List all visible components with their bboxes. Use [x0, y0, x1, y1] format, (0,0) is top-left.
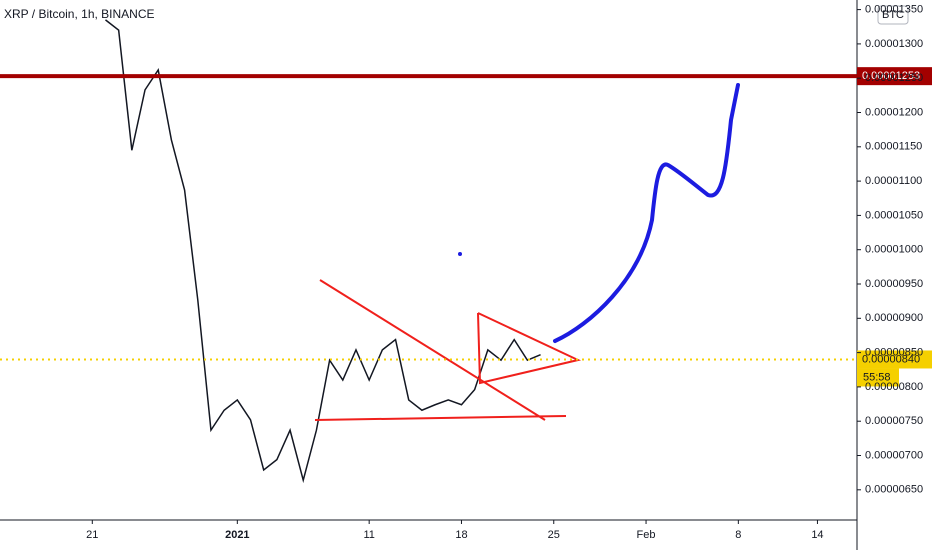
y-tick-label: 0.00001150 — [865, 141, 922, 153]
chart-title: XRP / Bitcoin, 1h, BINANCE — [4, 7, 155, 21]
trend-line — [314, 415, 567, 421]
projection-curve — [553, 83, 740, 343]
resistance-label: 0.00001253 — [862, 70, 920, 82]
x-tick-label: 8 — [735, 529, 741, 541]
y-tick-label: 0.00000700 — [865, 449, 923, 461]
y-tick-label: 0.00001050 — [865, 209, 923, 221]
x-tick-label: Feb — [637, 529, 656, 541]
resistance-label-bg — [857, 67, 932, 86]
x-tick-label: 2021 — [225, 529, 249, 541]
countdown-bg — [857, 368, 899, 387]
plot-area — [105, 19, 541, 484]
y-tick-label: 0.00000750 — [865, 415, 923, 427]
y-tick-label: 0.00000800 — [865, 381, 923, 393]
countdown: 55:58 — [863, 371, 891, 383]
y-tick-label: 0.00001000 — [865, 244, 923, 256]
dot — [458, 252, 462, 256]
price-label: 0.00000840 — [862, 353, 920, 365]
y-tick-label: 0.00001100 — [865, 175, 922, 187]
triangle — [477, 312, 582, 385]
x-tick-label: 21 — [86, 529, 98, 541]
y-tick-label: 0.00000850 — [865, 347, 923, 359]
trend-line — [319, 279, 546, 421]
currency-button-label[interactable]: BTC — [882, 9, 904, 21]
currency-button[interactable] — [877, 5, 909, 25]
y-tick-label: 0.00001250 — [865, 72, 923, 84]
drawings — [314, 83, 740, 421]
y-tick-label: 0.00001300 — [865, 38, 923, 50]
y-tick-label: 0.00001350 — [865, 4, 923, 16]
x-tick-label: 18 — [455, 529, 467, 541]
price-line — [105, 19, 541, 484]
price-label-bg — [857, 350, 932, 369]
y-tick-label: 0.00000650 — [865, 484, 923, 496]
y-tick-label: 0.00000950 — [865, 278, 923, 290]
y-tick-label: 0.00001200 — [865, 106, 923, 118]
x-tick-label: 25 — [548, 529, 560, 541]
x-tick-label: 14 — [811, 529, 823, 541]
y-tick-label: 0.00000900 — [865, 312, 923, 324]
x-tick-label: 11 — [363, 529, 374, 541]
